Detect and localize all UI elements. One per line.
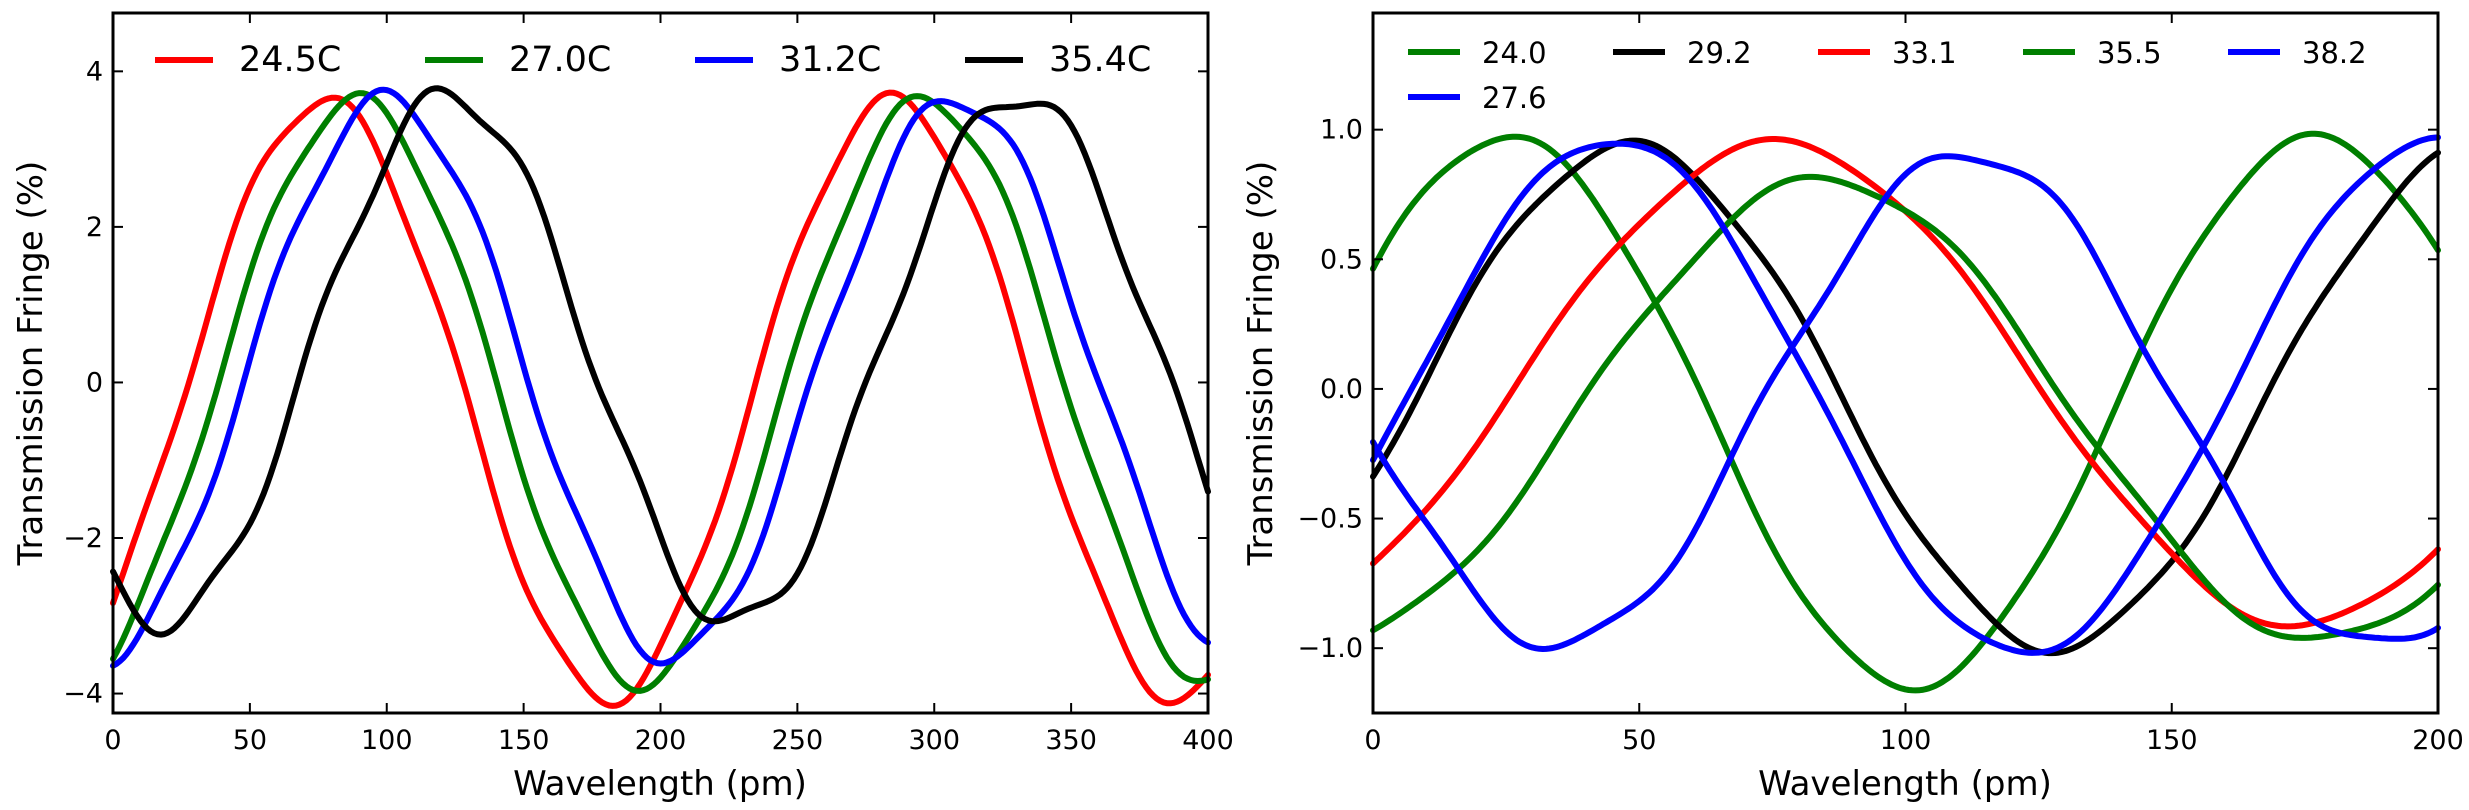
right-x-tick-label: 200 [2412,725,2464,756]
right-chart: 0 50 100 150 200 −1.0 −0.5 0.0 0.5 1.0 24.0 29.2 33… [1241,11,2464,804]
left-ticks: 0 50 100 150 200 250 300 350 400 −4 −2 0 2 4 [63,13,1234,756]
left-x-axis-label: Wavelength (pm) [513,764,807,804]
right-y-tick-label: −0.5 [1297,504,1363,535]
right-legend-label-38.2: 38.2 [2302,36,2367,70]
right-y-tick-label: 0.0 [1320,374,1363,405]
left-series-layer [110,85,1211,709]
left-y-tick-label: −4 [63,679,103,710]
left-chart: 0 50 100 150 200 250 300 350 400 −4 −2 0 2 4 24.5C 27.… [11,11,1234,804]
left-legend-label-31.2C: 31.2C [779,40,881,80]
right-x-tick-label: 150 [2146,725,2198,756]
left-series-line-24.5C [110,89,1211,709]
left-x-tick-label: 400 [1182,725,1234,756]
left-legend-label-27.0C: 27.0C [509,40,611,80]
left-x-tick-label: 250 [772,725,824,756]
left-x-tick-label: 300 [908,725,960,756]
right-series-layer [1370,130,2441,694]
right-series-line-27.6 [1370,134,2441,656]
left-series-line-31.2C [110,86,1211,669]
left-y-tick-label: 4 [86,56,103,87]
right-ticks: 0 50 100 150 200 −1.0 −0.5 0.0 0.5 1.0 [1297,13,2464,756]
right-y-axis-label: Transmission Fringe (%) [1241,161,1281,567]
left-x-tick-label: 100 [361,725,413,756]
left-y-tick-label: 2 [86,212,103,243]
right-series-line-29.2 [1370,137,2441,657]
right-y-tick-label: 0.5 [1320,244,1363,275]
left-series-line-35.4C [110,85,1211,638]
right-x-tick-label: 100 [1880,725,1932,756]
right-x-tick-label: 50 [1622,725,1656,756]
right-series-line-24.0 [1370,130,2441,694]
right-legend-label-35.5: 35.5 [2097,36,2162,70]
left-x-tick-label: 0 [104,725,121,756]
right-x-axis-label: Wavelength (pm) [1758,764,2052,804]
left-legend-label-35.4C: 35.4C [1049,40,1151,80]
left-y-tick-label: −2 [63,523,103,554]
left-y-axis-label: Transmission Fringe (%) [11,161,51,567]
left-x-tick-label: 150 [498,725,550,756]
left-x-tick-label: 350 [1045,725,1097,756]
right-y-tick-label: −1.0 [1297,633,1363,664]
right-x-tick-label: 0 [1364,725,1381,756]
left-x-tick-label: 200 [635,725,687,756]
left-legend: 24.5C 27.0C 31.2C 35.4C [155,40,1151,80]
right-series-line-38.2 [1370,153,2441,652]
left-legend-label-24.5C: 24.5C [239,40,341,80]
left-y-tick-label: 0 [86,367,103,398]
right-legend-label-33.1: 33.1 [1892,36,1957,70]
right-series-line-35.5 [1370,173,2441,641]
right-legend-label-24.0: 24.0 [1482,36,1547,70]
right-legend-label-29.2: 29.2 [1687,36,1752,70]
left-series-line-27.0C [110,90,1211,694]
left-x-tick-label: 50 [233,725,267,756]
right-y-tick-label: 1.0 [1320,115,1363,146]
right-legend: 24.0 29.2 33.1 35.5 38.2 27.6 [1408,36,2367,115]
right-legend-label-27.6: 27.6 [1482,81,1547,115]
